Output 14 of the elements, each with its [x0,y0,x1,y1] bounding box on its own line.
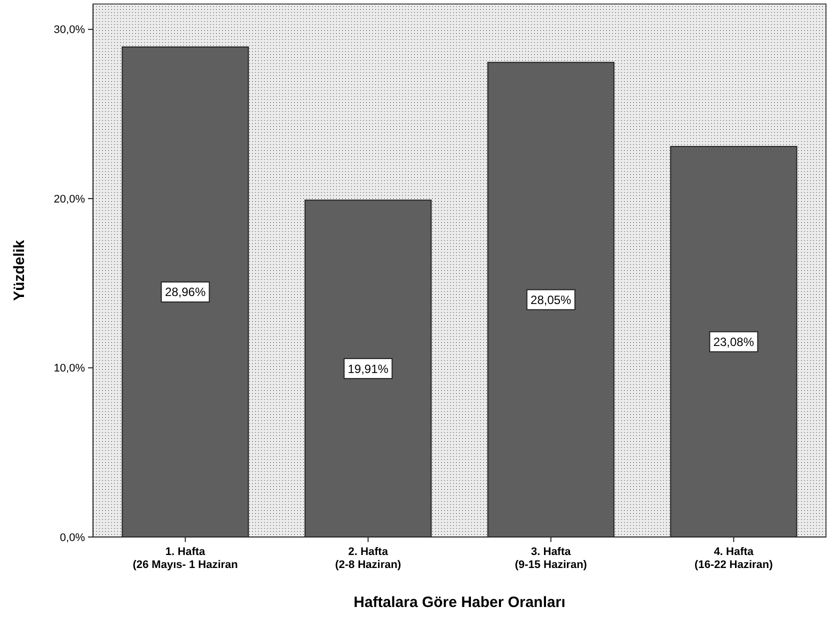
y-tick-label: 0,0% [60,532,86,544]
data-label: 28,96% [164,285,206,300]
data-label: 28,05% [530,292,572,307]
x-axis-title: Haftalara Göre Haber Oranları [354,594,566,611]
y-tick-label: 10,0% [54,362,86,375]
y-tick-label: 30,0% [54,24,86,36]
y-tick-label: 20,0% [54,193,86,206]
x-tick-label: 3. Hafta (9-15 Haziran) [514,546,588,571]
x-tick-label: 2. Hafta (2-8 Haziran) [335,546,402,571]
data-label: 23,08% [713,334,754,349]
y-axis-title: Yüzdelik [11,239,28,301]
x-tick-label: 4. Hafta (16-22 Haziran) [694,546,774,571]
data-label: 19,91% [348,362,389,376]
x-tick-label: 1. Hafta (26 Mayıs- 1 Haziran [132,546,238,571]
